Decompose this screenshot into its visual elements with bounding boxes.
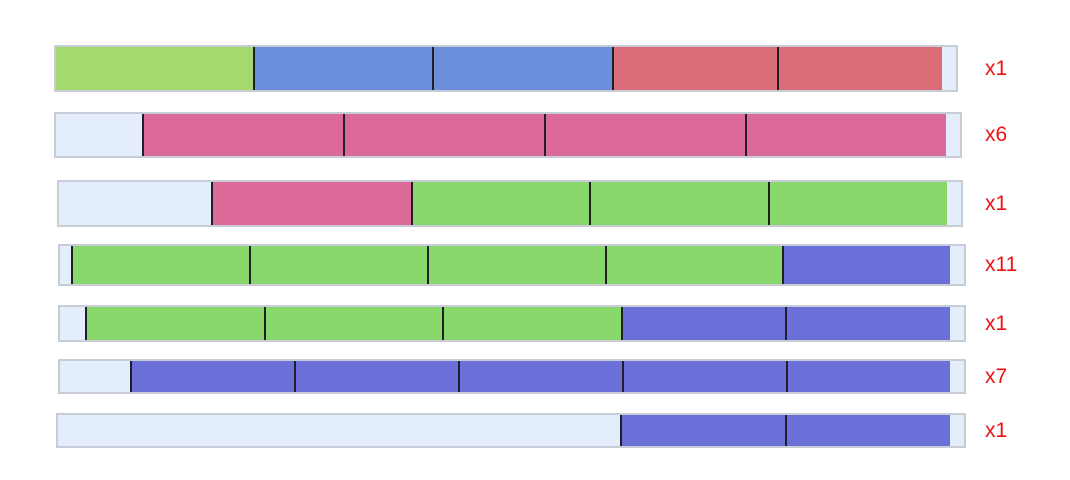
free-space bbox=[60, 361, 130, 392]
free-space bbox=[950, 307, 964, 340]
free-space bbox=[59, 182, 211, 225]
item-block bbox=[411, 182, 589, 225]
packing-row-3 bbox=[57, 180, 963, 227]
item-block bbox=[71, 246, 249, 284]
item-block bbox=[458, 361, 622, 392]
row-count-label: x1 bbox=[985, 56, 1008, 80]
packing-row-7 bbox=[56, 413, 966, 448]
item-block bbox=[544, 114, 745, 156]
row-count-label: x1 bbox=[985, 418, 1008, 442]
item-block bbox=[612, 47, 777, 90]
free-space bbox=[58, 415, 620, 446]
item-block bbox=[264, 307, 442, 340]
free-space bbox=[60, 246, 71, 284]
item-block bbox=[142, 114, 343, 156]
free-space bbox=[56, 114, 142, 156]
item-block bbox=[785, 415, 950, 446]
item-block bbox=[249, 246, 427, 284]
item-block bbox=[427, 246, 605, 284]
row-count-label: x11 bbox=[985, 253, 1018, 276]
packing-row-5 bbox=[58, 305, 966, 342]
row-count-label: x7 bbox=[985, 364, 1008, 388]
row-count-label: x6 bbox=[985, 123, 1008, 146]
item-block bbox=[782, 246, 950, 284]
row-count-label: x1 bbox=[985, 311, 1008, 335]
item-block bbox=[768, 182, 947, 225]
item-block bbox=[343, 114, 544, 156]
item-block bbox=[777, 47, 942, 90]
free-space bbox=[950, 361, 964, 392]
packing-row-2 bbox=[54, 112, 962, 158]
item-block bbox=[130, 361, 294, 392]
item-block bbox=[253, 47, 432, 90]
packing-row-1 bbox=[54, 45, 958, 92]
item-block bbox=[622, 361, 786, 392]
free-space bbox=[942, 47, 956, 90]
item-block bbox=[605, 246, 782, 284]
free-space bbox=[947, 182, 961, 225]
packing-row-6 bbox=[58, 359, 966, 394]
free-space bbox=[950, 415, 964, 446]
item-block bbox=[294, 361, 458, 392]
item-block bbox=[432, 47, 612, 90]
item-block bbox=[442, 307, 621, 340]
item-block bbox=[621, 307, 785, 340]
packing-row-4 bbox=[58, 244, 966, 286]
item-block bbox=[785, 307, 950, 340]
item-block bbox=[85, 307, 264, 340]
row-count-label: x1 bbox=[985, 191, 1008, 215]
free-space bbox=[60, 307, 85, 340]
free-space bbox=[946, 114, 960, 156]
item-block bbox=[786, 361, 950, 392]
item-block bbox=[211, 182, 411, 225]
item-block bbox=[620, 415, 785, 446]
item-block bbox=[745, 114, 946, 156]
item-block bbox=[589, 182, 768, 225]
free-space bbox=[950, 246, 964, 284]
item-block bbox=[56, 47, 253, 90]
